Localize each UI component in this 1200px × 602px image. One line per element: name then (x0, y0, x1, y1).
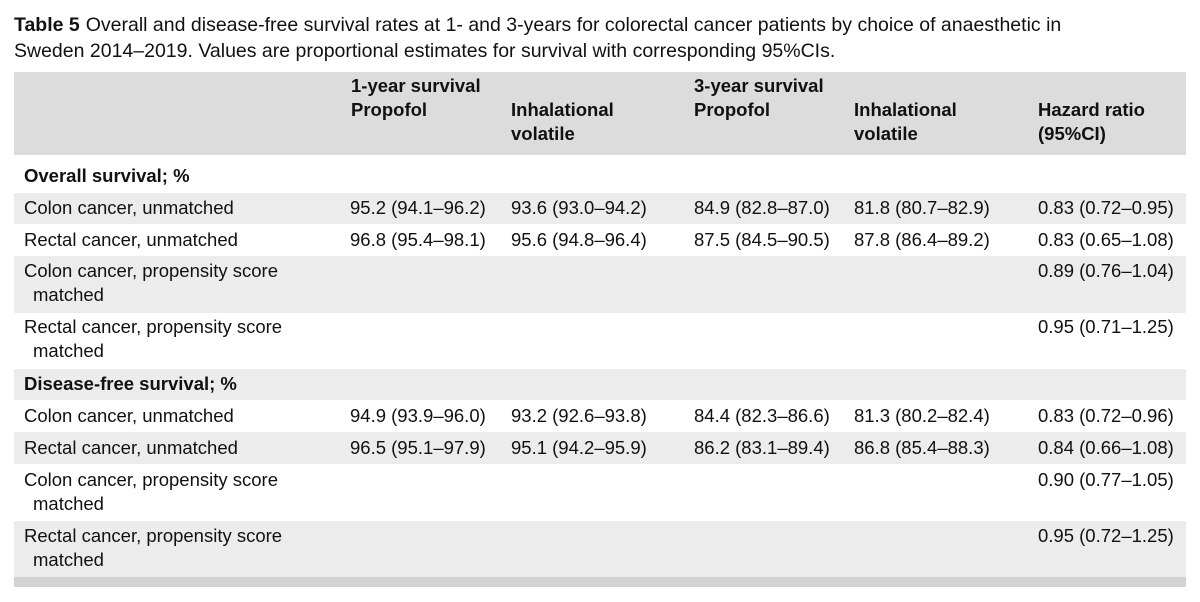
cell-hazard-ratio: 0.83 (0.72–0.96) (1038, 405, 1174, 426)
cell-inhalational-3y: 81.8 (80.7–82.9) (854, 197, 990, 218)
caption-text-line1: Overall and disease-free survival rates … (85, 14, 1062, 36)
cell-propofol-3y: 87.5 (84.5–90.5) (694, 229, 830, 250)
caption-text-line2: Sweden 2014–2019. Values are proportiona… (14, 40, 836, 62)
row-label: Colon cancer, unmatched (24, 197, 234, 218)
cell-propofol-3y: 84.4 (82.3–86.6) (694, 405, 830, 426)
cell-hazard-ratio: 0.95 (0.71–1.25) (1038, 316, 1174, 337)
cell-hazard-ratio: 0.95 (0.72–1.25) (1038, 525, 1174, 546)
cell-hazard-ratio: 0.84 (0.66–1.08) (1038, 437, 1174, 458)
cell-hazard-ratio: 0.90 (0.77–1.05) (1038, 469, 1174, 490)
row-label: Colon cancer, propensity score matched (24, 260, 278, 305)
row-label: Rectal cancer, unmatched (24, 437, 238, 458)
section-disease-free-survival: Disease-free survival; % (24, 373, 237, 394)
section-row-shade (14, 369, 1186, 400)
cell-propofol-3y: 86.2 (83.1–89.4) (694, 437, 830, 458)
cell-inhalational-3y: 87.8 (86.4–89.2) (854, 229, 990, 250)
cell-propofol-3y: 84.9 (82.8–87.0) (694, 197, 830, 218)
table-header (14, 72, 1186, 155)
cell-hazard-ratio: 0.83 (0.65–1.08) (1038, 229, 1174, 250)
cell-inhalational-1y: 95.1 (94.2–95.9) (511, 437, 647, 458)
cell-inhalational-1y: 93.2 (92.6–93.8) (511, 405, 647, 426)
table-label: Table 5 (14, 14, 80, 36)
row-label: Colon cancer, unmatched (24, 405, 234, 426)
header-hazard-ratio: Hazard ratio (95%CI) (1038, 99, 1145, 144)
cell-inhalational-1y: 95.6 (94.8–96.4) (511, 229, 647, 250)
section-overall-survival: Overall survival; % (24, 165, 190, 186)
cell-inhalational-3y: 81.3 (80.2–82.4) (854, 405, 990, 426)
row-label: Rectal cancer, propensity score matched (24, 316, 283, 361)
header-group-1year: 1-year survival (351, 75, 481, 96)
cell-inhalational-3y: 86.8 (85.4–88.3) (854, 437, 990, 458)
row-label: Colon cancer, propensity score matched (24, 469, 278, 514)
header-inhalational-3year: Inhalational volatile (854, 99, 957, 144)
cell-hazard-ratio: 0.83 (0.72–0.95) (1038, 197, 1174, 218)
row-label: Rectal cancer, unmatched (24, 229, 238, 250)
cell-propofol-1y: 95.2 (94.1–96.2) (350, 197, 486, 218)
table-row (14, 193, 1186, 224)
cell-propofol-1y: 94.9 (93.9–96.0) (350, 405, 486, 426)
cell-propofol-1y: 96.8 (95.4–98.1) (350, 229, 486, 250)
table-row (14, 521, 1186, 577)
table-caption: Table 5 Overall and disease-free survival… (14, 12, 1190, 64)
cell-inhalational-1y: 93.6 (93.0–94.2) (511, 197, 647, 218)
row-label: Rectal cancer, propensity score matched (24, 525, 283, 570)
cell-propofol-1y: 96.5 (95.1–97.9) (350, 437, 486, 458)
header-group-3year: 3-year survival (694, 75, 824, 96)
header-inhalational-1year: Inhalational volatile (511, 99, 614, 144)
survival-table: 1-year survival Propofol Inhalational vol… (14, 72, 1186, 587)
table-bottom-rule (14, 577, 1186, 587)
header-propofol-1year: Propofol (351, 99, 428, 120)
table-row (14, 432, 1186, 464)
table-row (14, 256, 1186, 313)
cell-hazard-ratio: 0.89 (0.76–1.04) (1038, 260, 1174, 281)
header-propofol-3year: Propofol (694, 99, 771, 120)
